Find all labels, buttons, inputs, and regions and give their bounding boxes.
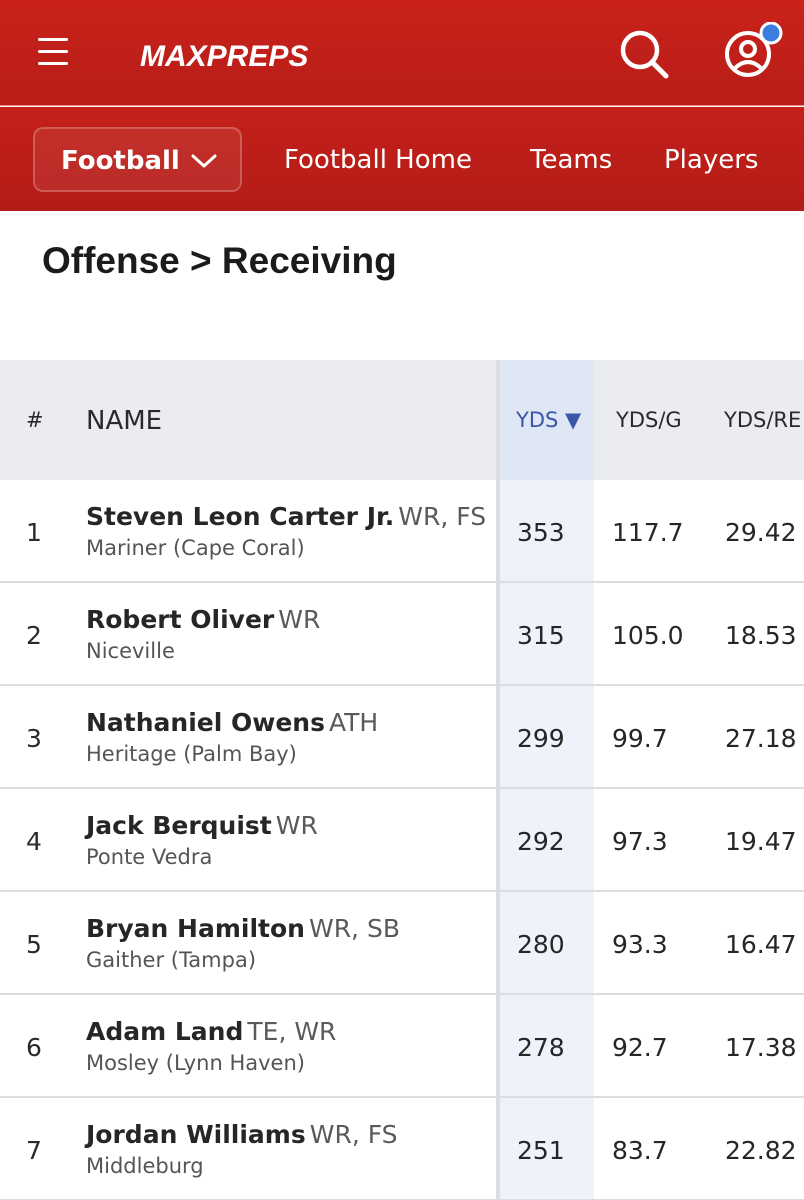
- nav-link-football-home[interactable]: Football Home: [284, 145, 472, 175]
- sorted-header-highlight: [500, 360, 594, 480]
- player-school-link[interactable]: Mosley (Lynn Haven): [86, 1051, 305, 1075]
- cell-yds: 280: [517, 930, 565, 959]
- page-title: Offense > Receiving: [42, 240, 397, 281]
- sport-subnav: Football Football Home Teams Players: [0, 107, 804, 211]
- cell-yds-per-game: 105.0: [612, 621, 684, 650]
- table-row[interactable]: 6 Adam Land TE, WR Mosley (Lynn Haven) 278 92…: [0, 995, 804, 1098]
- player-name-link[interactable]: Steven Leon Carter Jr. WR, FS: [86, 502, 486, 531]
- player-name: Adam Land: [86, 1017, 244, 1046]
- column-divider: [496, 360, 500, 1200]
- table-row[interactable]: 4 Jack Berquist WR Ponte Vedra 292 97.3 19.47: [0, 789, 804, 892]
- table-row[interactable]: 5 Bryan Hamilton WR, SB Gaither (Tampa) 280 9…: [0, 892, 804, 995]
- row-rank: 3: [26, 724, 42, 753]
- player-school-link[interactable]: Mariner (Cape Coral): [86, 536, 305, 560]
- table-row[interactable]: 2 Robert Oliver WR Niceville 315 105.0 18.53: [0, 583, 804, 686]
- svg-text:MAXPREPS: MAXPREPS: [140, 40, 308, 73]
- maxpreps-logo[interactable]: MAXPREPS: [138, 28, 328, 80]
- column-header-yds-per-reception[interactable]: YDS/RE: [724, 408, 802, 432]
- cell-yds: 315: [517, 621, 565, 650]
- cell-yds-per-reception: 19.47: [725, 827, 797, 856]
- row-rank: 6: [26, 1033, 42, 1062]
- cell-yds-per-reception: 27.18: [725, 724, 797, 753]
- account-icon[interactable]: [722, 22, 784, 84]
- column-header-yds[interactable]: YDS ▼: [516, 408, 582, 432]
- chevron-down-icon: [191, 154, 217, 168]
- player-name: Nathaniel Owens: [86, 708, 325, 737]
- player-position: WR, SB: [308, 914, 400, 943]
- player-school-link[interactable]: Heritage (Palm Bay): [86, 742, 297, 766]
- player-position: WR, FS: [309, 1120, 398, 1149]
- cell-yds-per-reception: 29.42: [725, 518, 797, 547]
- top-bar: MAXPREPS: [0, 0, 804, 106]
- player-position: WR, FS: [398, 502, 487, 531]
- player-position: WR: [278, 605, 321, 634]
- row-rank: 1: [26, 518, 42, 547]
- player-name: Jack Berquist: [86, 811, 272, 840]
- cell-yds-per-reception: 22.82: [725, 1136, 797, 1165]
- sport-dropdown-label: Football: [61, 146, 180, 176]
- notification-dot: [759, 22, 783, 45]
- player-name-link[interactable]: Adam Land TE, WR: [86, 1017, 336, 1046]
- sport-dropdown[interactable]: Football: [33, 127, 242, 192]
- player-name-link[interactable]: Robert Oliver WR: [86, 605, 320, 634]
- player-name-link[interactable]: Bryan Hamilton WR, SB: [86, 914, 400, 943]
- player-name: Robert Oliver: [86, 605, 275, 634]
- row-rank: 7: [26, 1136, 42, 1165]
- player-position: TE, WR: [247, 1017, 337, 1046]
- row-rank: 5: [26, 930, 42, 959]
- column-header-name[interactable]: NAME: [86, 406, 163, 436]
- player-name: Steven Leon Carter Jr.: [86, 502, 395, 531]
- row-rank: 2: [26, 621, 42, 650]
- cell-yds: 299: [517, 724, 565, 753]
- player-school-link[interactable]: Ponte Vedra: [86, 845, 213, 869]
- table-row[interactable]: 3 Nathaniel Owens ATH Heritage (Palm Bay) 29…: [0, 686, 804, 789]
- column-header-yds-per-game[interactable]: YDS/G: [616, 408, 682, 432]
- player-school-link[interactable]: Middleburg: [86, 1154, 204, 1178]
- column-header-rank: #: [26, 408, 44, 432]
- search-icon[interactable]: [616, 26, 672, 82]
- cell-yds-per-game: 83.7: [612, 1136, 668, 1165]
- cell-yds: 292: [517, 827, 565, 856]
- cell-yds: 278: [517, 1033, 565, 1062]
- player-name-link[interactable]: Jack Berquist WR: [86, 811, 318, 840]
- player-name-link[interactable]: Jordan Williams WR, FS: [86, 1120, 398, 1149]
- cell-yds-per-game: 97.3: [612, 827, 668, 856]
- player-school-link[interactable]: Niceville: [86, 639, 175, 663]
- nav-link-players[interactable]: Players: [664, 145, 759, 175]
- table-header: [0, 360, 804, 480]
- sorted-column-highlight: [500, 360, 594, 1200]
- cell-yds-per-game: 99.7: [612, 724, 668, 753]
- cell-yds-per-reception: 18.53: [725, 621, 797, 650]
- player-school-link[interactable]: Gaither (Tampa): [86, 948, 257, 972]
- player-name-link[interactable]: Nathaniel Owens ATH: [86, 708, 378, 737]
- hamburger-icon[interactable]: [38, 38, 70, 66]
- cell-yds-per-game: 92.7: [612, 1033, 668, 1062]
- row-rank: 4: [26, 827, 42, 856]
- player-name: Bryan Hamilton: [86, 914, 305, 943]
- cell-yds-per-reception: 17.38: [725, 1033, 797, 1062]
- cell-yds: 353: [517, 518, 565, 547]
- player-position: ATH: [329, 708, 379, 737]
- stats-table: # NAME YDS ▼ YDS/G YDS/RE 1 Steven Leon C…: [0, 360, 804, 1200]
- cell-yds-per-game: 117.7: [612, 518, 684, 547]
- cell-yds: 251: [517, 1136, 565, 1165]
- nav-link-teams[interactable]: Teams: [530, 145, 613, 175]
- cell-yds-per-game: 93.3: [612, 930, 668, 959]
- cell-yds-per-reception: 16.47: [725, 930, 797, 959]
- player-position: WR: [275, 811, 318, 840]
- player-name: Jordan Williams: [86, 1120, 306, 1149]
- table-row[interactable]: 7 Jordan Williams WR, FS Middleburg 251 83.7 2…: [0, 1098, 804, 1200]
- table-row[interactable]: 1 Steven Leon Carter Jr. WR, FS Mariner (Ca…: [0, 480, 804, 583]
